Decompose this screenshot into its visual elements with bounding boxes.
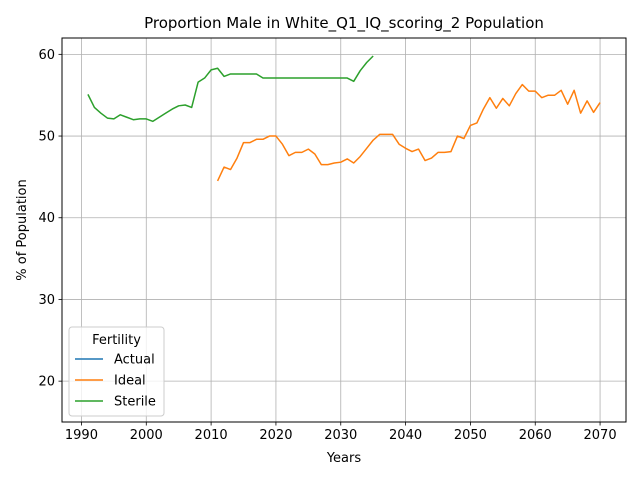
legend-label-actual: Actual [114,353,155,368]
ticks-layer: 1990 2000 2010 2020 2030 2040 2050 2060 20702030… [38,48,616,443]
y-tick-label: 60 [38,48,55,63]
legend-label-ideal: Ideal [114,374,146,389]
x-tick-label: 2030 [324,428,357,443]
y-tick-label: 20 [38,375,55,390]
legend: Fertility Actual Ideal Sterile [68,326,165,417]
y-tick-label: 50 [38,130,55,145]
series-line-sterile [87,55,374,123]
x-tick-label: 2040 [389,428,422,443]
y-tick-label: 30 [38,293,55,308]
series-line-ideal [216,83,601,182]
plot-frame [61,37,627,423]
y-axis-title: % of Population [15,179,30,280]
series-layer [87,55,601,182]
x-tick-label: 1990 [65,428,98,443]
y-tick-label: 40 [38,211,55,226]
x-axis-title: Years [326,451,362,466]
legend-title: Fertility [92,333,141,348]
x-tick-label: 2000 [130,428,163,443]
x-tick-label: 2050 [454,428,487,443]
x-tick-label: 2020 [259,428,292,443]
x-tick-label: 2060 [519,428,552,443]
grid-layer [62,38,626,422]
x-tick-label: 2070 [584,428,617,443]
legend-label-sterile: Sterile [114,395,156,410]
chart-title: Proportion Male in White_Q1_IQ_scoring_2… [144,14,544,33]
x-tick-label: 2010 [195,428,228,443]
legend-box [68,326,165,417]
